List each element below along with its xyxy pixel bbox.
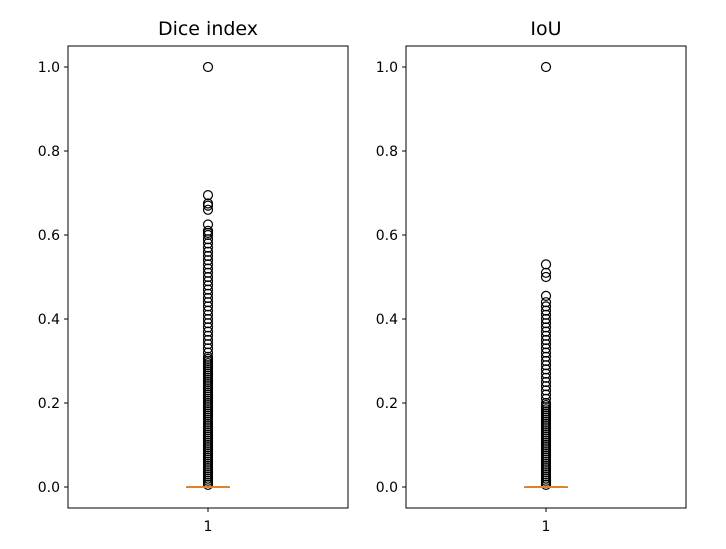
outlier-point (540, 326, 552, 337)
y-tick-label: 0.0 (376, 480, 398, 496)
outlier-point (202, 326, 214, 337)
outlier-point (202, 204, 214, 215)
y-tick-label: 0.4 (38, 312, 60, 328)
y-tick-label: 0.4 (376, 312, 398, 328)
outlier-point (202, 284, 214, 295)
outlier-point (540, 322, 552, 333)
outlier-point (202, 250, 214, 262)
chart-title: IoU (530, 18, 561, 40)
y-tick-label: 0.8 (38, 144, 60, 160)
outlier-point (202, 322, 214, 333)
outlier-point (202, 271, 214, 283)
outlier-point (540, 259, 552, 270)
outlier-point (202, 227, 214, 238)
outlier-point (540, 334, 552, 346)
y-tick-label: 0.0 (38, 480, 60, 496)
y-tick-label: 1.0 (376, 60, 398, 76)
outlier-point (540, 397, 552, 409)
dice-index-panel: Dice index 0.0 0.2 0.4 0.6 0.8 1.0 1 (38, 18, 349, 535)
outlier-point (540, 385, 552, 396)
outlier-point (540, 313, 552, 325)
outlier-point (202, 313, 214, 325)
outlier-point (202, 334, 214, 346)
outlier-point (540, 364, 552, 375)
outlier-point (202, 238, 214, 249)
outlier-point (540, 297, 552, 308)
outlier-point (540, 351, 552, 362)
outlier-point (202, 280, 214, 291)
outlier-point (202, 301, 214, 312)
outlier-point (202, 190, 214, 201)
outlier-point (202, 330, 214, 341)
outlier-point (540, 376, 552, 388)
outlier-point (540, 355, 552, 367)
outlier-point (202, 292, 214, 304)
chart-title: Dice index (158, 18, 258, 40)
outlier-point (202, 263, 214, 274)
outlier-point (540, 61, 552, 73)
y-tick-label: 1.0 (38, 60, 60, 76)
outlier-point (202, 198, 214, 209)
outlier-point (540, 267, 552, 278)
outlier-point (202, 234, 214, 245)
outlier-point (202, 219, 214, 230)
y-tick-label: 0.2 (38, 396, 60, 412)
outlier-point (202, 61, 214, 73)
y-tick-label: 0.6 (376, 228, 398, 244)
outlier-point (540, 343, 552, 354)
outlier-point (540, 271, 552, 283)
outlier-point (202, 267, 214, 278)
outlier-point (540, 305, 552, 316)
y-tick-label: 0.2 (376, 396, 398, 412)
outlier-point (202, 305, 214, 316)
outlier-point (540, 393, 552, 404)
y-tick-label: 0.6 (38, 228, 60, 244)
outlier-point (540, 309, 552, 320)
outlier-point (202, 309, 214, 320)
iou-panel: IoU 0.0 0.2 0.4 0.6 0.8 1.0 1 (376, 18, 687, 535)
y-tick-label: 0.8 (376, 144, 398, 160)
outlier-point (202, 259, 214, 270)
outlier-point (540, 290, 552, 301)
outlier-point (202, 351, 214, 362)
outlier-point (202, 343, 214, 354)
outlier-point (540, 301, 552, 312)
outlier-point (202, 288, 214, 299)
outlier-point (540, 347, 552, 358)
outlier-point (540, 330, 552, 341)
x-tick-label: 1 (204, 519, 213, 535)
outlier-point (540, 372, 552, 383)
outlier-point (202, 225, 214, 236)
outlier-point (202, 347, 214, 358)
outlier-point (540, 368, 552, 379)
outlier-point (540, 389, 552, 400)
x-tick-label: 1 (542, 519, 551, 535)
